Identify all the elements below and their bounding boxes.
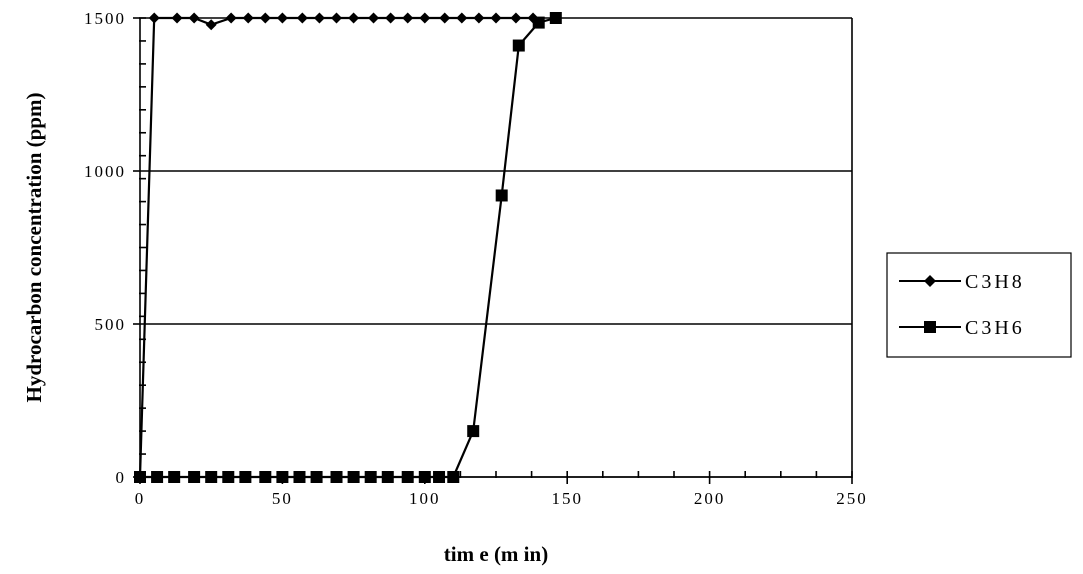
series-layer — [134, 12, 562, 483]
legend: C3H8 C3H6 — [886, 252, 1072, 358]
y-tick-label-1500: 1500 — [84, 9, 126, 28]
c3h6-point — [293, 471, 306, 483]
c3h8-point — [188, 12, 200, 24]
x-tick-label-250: 250 — [836, 489, 868, 508]
c3h6-point — [433, 471, 446, 483]
c3h6-point — [330, 471, 343, 483]
c3h6-point — [495, 189, 508, 202]
c3h8-point — [490, 12, 502, 24]
c3h6-point — [532, 16, 545, 29]
c3h6-point — [364, 471, 377, 483]
c3h8-point — [456, 12, 468, 24]
c3h8-point — [296, 12, 308, 24]
c3h6-point — [188, 471, 201, 483]
x-tick-label-100: 100 — [409, 489, 441, 508]
legend-label-c3h6: C3H6 — [965, 317, 1025, 339]
c3h8-point — [148, 12, 160, 24]
legend-item-c3h8: C3H8 — [899, 271, 1025, 293]
x-tick-label-150: 150 — [551, 489, 583, 508]
x-tick-label-50: 50 — [272, 489, 293, 508]
c3h6-point — [418, 471, 431, 483]
x-tick-label-0: 0 — [135, 489, 146, 508]
c3h6-point — [467, 425, 480, 438]
c3h6-point — [134, 471, 146, 483]
legend-label-c3h8: C3H8 — [965, 271, 1025, 293]
c3h8-point — [205, 19, 217, 31]
c3h6-point — [239, 471, 252, 483]
series-line-c3h6 — [140, 16, 557, 479]
y-axis-title: Hydrocarbon concentration (ppm) — [22, 93, 46, 403]
c3h8-point — [385, 12, 397, 24]
c3h6-point — [347, 471, 360, 483]
legend-square-marker — [924, 321, 936, 333]
legend-diamond-marker — [924, 275, 936, 287]
y-tick-label-500: 500 — [95, 315, 127, 334]
c3h8-point — [331, 12, 343, 24]
series-c3h8 — [134, 12, 539, 483]
c3h8-point — [368, 12, 380, 24]
c3h6-point — [168, 471, 181, 483]
c3h8-point — [259, 12, 271, 24]
c3h8-point — [510, 12, 522, 24]
c3h6-point — [205, 471, 218, 483]
c3h6-point — [512, 39, 525, 52]
c3h8-point — [402, 12, 414, 24]
c3h8-point — [439, 12, 451, 24]
c3h8-point — [171, 12, 183, 24]
c3h6-point — [381, 471, 394, 483]
legend-box — [886, 252, 1072, 358]
c3h8-point — [313, 12, 325, 24]
x-axis-title: tim e (m in) — [444, 542, 548, 566]
c3h6-point — [310, 471, 323, 483]
y-tick-label-0: 0 — [116, 468, 127, 487]
c3h6-point — [447, 471, 460, 483]
c3h8-point — [473, 12, 485, 24]
series-line-c3h8 — [138, 16, 533, 478]
c3h6-point — [549, 12, 562, 24]
series-c3h6 — [134, 12, 562, 483]
c3h8-point — [348, 12, 360, 24]
c3h8-point — [242, 12, 254, 24]
c3h8-point — [419, 12, 431, 24]
c3h6-point — [401, 471, 414, 483]
y-tick-label-1000: 1000 — [84, 162, 126, 181]
c3h8-point — [276, 12, 288, 24]
x-tick-label-200: 200 — [694, 489, 726, 508]
c3h6-point — [222, 471, 235, 483]
legend-item-c3h6: C3H6 — [899, 317, 1025, 339]
c3h8-point — [225, 12, 237, 24]
c3h6-point — [151, 471, 164, 483]
c3h6-point — [276, 471, 289, 483]
c3h6-point — [259, 471, 272, 483]
